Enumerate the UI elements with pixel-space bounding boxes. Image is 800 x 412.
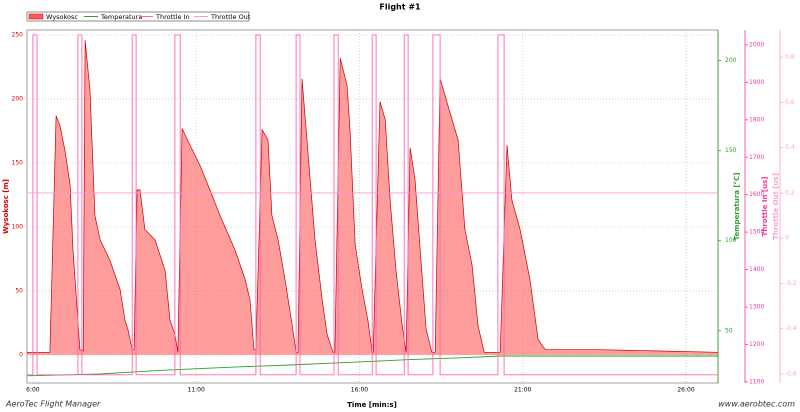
- x-tick-label: 11:00: [188, 387, 205, 394]
- y-tick-label: -0,6: [785, 370, 797, 377]
- x-tick-label: 6:00: [26, 387, 40, 394]
- y-tick-label: 100: [725, 237, 737, 244]
- series-line: [26, 355, 718, 377]
- legend-label: Wysokosc: [46, 13, 78, 21]
- y-axis-title: Wysokosc [m]: [2, 179, 10, 234]
- legend-label: Throttle In: [155, 13, 190, 21]
- y-tick-label: 200: [725, 57, 737, 64]
- y-tick-label: 1500: [749, 229, 764, 236]
- legend-label: Throttle Out: [210, 13, 251, 21]
- y-tick-label: 150: [725, 147, 737, 154]
- x-tick-label: 26:00: [677, 387, 694, 394]
- y-tick-label: 0,8: [785, 54, 795, 61]
- y-axis-title: Throttle In [us]: [761, 177, 769, 237]
- y-tick-label: 0: [785, 235, 789, 242]
- y-tick-label: 2000: [749, 41, 764, 48]
- y-tick-label: 0,6: [785, 99, 795, 106]
- x-axis-title: Time [min:s]: [347, 401, 397, 409]
- y-tick-label: 1900: [749, 79, 764, 86]
- y-axis-title: Throttle Out [us]: [772, 173, 780, 240]
- footer-left: AeroTec Flight Manager: [5, 400, 101, 409]
- y-tick-label: 0,4: [785, 144, 795, 151]
- chart-title: Flight #1: [379, 3, 421, 12]
- x-tick-label: 16:00: [351, 387, 368, 394]
- y-axis-title: Temperatura [°C]: [733, 173, 741, 241]
- y-tick-label: 50: [15, 287, 23, 294]
- y-tick-label: 200: [12, 96, 24, 103]
- y-tick-label: 1400: [749, 266, 764, 273]
- y-tick-label: 50: [725, 327, 733, 334]
- legend-box: [26, 11, 250, 22]
- legend: Wysokosc Temperatura Throttle In Throttle O…: [26, 11, 251, 22]
- legend-swatch: [28, 13, 44, 20]
- footer-right: www.aerobtec.com: [718, 400, 795, 409]
- series-line: [27, 40, 719, 353]
- legend-label: Temperatura: [100, 13, 142, 21]
- y-tick-label: 100: [12, 223, 24, 230]
- y-tick-label: 1100: [749, 378, 764, 385]
- y-tick-label: 1800: [749, 116, 764, 123]
- series-line: [27, 34, 718, 376]
- y-tick-label: 1700: [749, 154, 764, 161]
- y-tick-label: 0,2: [785, 189, 795, 196]
- y-tick-label: 1200: [749, 341, 764, 348]
- y-tick-label: 1300: [749, 304, 764, 311]
- y-tick-label: 150: [12, 160, 24, 167]
- y-tick-label: 0: [19, 351, 23, 358]
- y-tick-label: -0,2: [785, 280, 797, 287]
- y-tick-label: 1600: [749, 191, 764, 198]
- x-tick-label: 21:00: [514, 387, 531, 394]
- y-tick-label: 250: [12, 32, 24, 39]
- area-fill: [27, 40, 718, 355]
- y-tick-label: -0,4: [785, 325, 797, 332]
